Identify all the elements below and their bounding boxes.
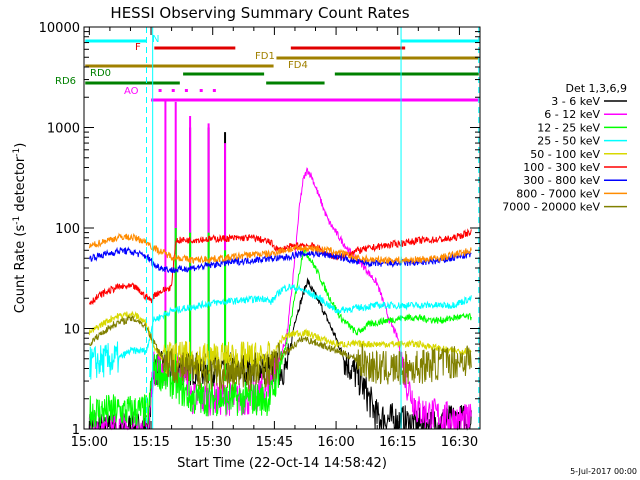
ao-dot-3 [199, 89, 203, 92]
flag-label-RD6: RD6 [55, 76, 76, 87]
legend-label-6: 300 - 800 keV [523, 174, 600, 187]
legend-header: Det 1,3,6,9 [565, 82, 627, 95]
y-tick-label-4: 10000 [39, 21, 80, 36]
y-tick-label-2: 100 [55, 222, 80, 237]
flag-bars: NF FD1 FD4 RD0 RD6 AO [55, 34, 479, 102]
x-tick-label-5: 16:15 [379, 435, 416, 450]
chart-title: HESSI Observing Summary Count Rates [110, 4, 409, 22]
x-tick-label-3: 15:45 [256, 435, 293, 450]
legend-label-3: 25 - 50 keV [537, 135, 600, 148]
legend-label-5: 100 - 300 keV [523, 161, 600, 174]
x-tick-label-6: 16:30 [441, 435, 478, 450]
x-tick-label-0: 15:00 [71, 435, 108, 450]
x-tick-label-1: 15:15 [132, 435, 169, 450]
flag-label-F: F [135, 42, 141, 53]
flag-label-RD0: RD0 [90, 68, 111, 79]
flag-label-FD1: FD1 [255, 51, 275, 62]
ao-dot-0 [158, 89, 162, 92]
ao-dot-4 [212, 89, 216, 92]
y-tick-label-0: 1 [72, 423, 80, 438]
date-stamp: 5-Jul-2017 00:00 [570, 467, 637, 476]
flag-label-N: N [152, 34, 159, 45]
x-tick-label-4: 16:00 [317, 435, 354, 450]
legend-label-2: 12 - 25 keV [537, 121, 600, 134]
y-tick-label-1: 10 [63, 323, 80, 338]
flag-label-AO: AO [124, 86, 139, 97]
y-axis-label: Count Rate (s-1 detector-1) [12, 143, 28, 314]
legend-label-4: 50 - 100 keV [530, 148, 600, 161]
legend-label-0: 3 - 6 keV [551, 95, 600, 108]
x-axis-label: Start Time (22-Oct-14 14:58:42) [177, 456, 387, 471]
y-tick-label-3: 1000 [47, 122, 80, 137]
ao-dot-1 [171, 89, 175, 92]
legend-label-8: 7000 - 20000 keV [502, 201, 600, 214]
x-tick-label-2: 15:30 [194, 435, 231, 450]
legend-label-7: 800 - 7000 keV [516, 187, 600, 200]
legend-label-1: 6 - 12 keV [544, 108, 600, 121]
ao-dot-2 [184, 89, 188, 92]
flag-label-FD4: FD4 [288, 60, 308, 71]
axes: 15:00 15:15 15:30 15:45 16:00 16:15 16:30 1 10 10… [39, 21, 480, 450]
